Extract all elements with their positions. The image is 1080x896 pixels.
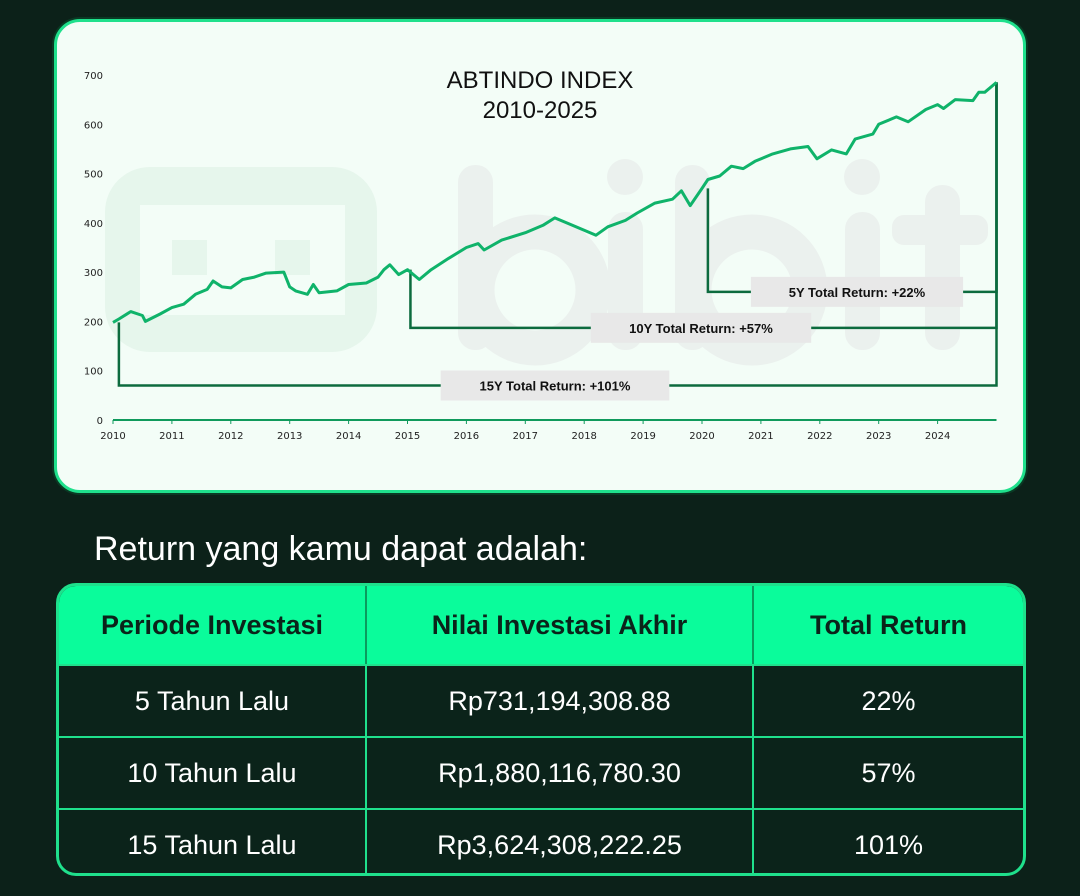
annotation-label-box <box>750 276 964 307</box>
watermark-logo-eye <box>275 240 310 275</box>
watermark-letter-shape <box>892 215 988 245</box>
y-tick-label: 200 <box>84 317 103 328</box>
table-row: 5 Tahun Lalu Rp731,194,308.88 22% <box>59 664 1023 736</box>
x-tick-label: 2023 <box>866 431 891 442</box>
cell-return: 22% <box>752 666 1023 736</box>
x-tick-label: 2018 <box>571 431 596 442</box>
y-tick-label: 600 <box>84 120 103 131</box>
y-tick-label: 500 <box>84 170 103 181</box>
x-tick-label: 2019 <box>630 431 655 442</box>
watermark-logo-inner <box>140 205 345 315</box>
y-tick-label: 100 <box>84 367 103 378</box>
x-tick-label: 2013 <box>277 431 302 442</box>
cell-nilai: Rp1,880,116,780.30 <box>365 738 752 808</box>
x-tick-label: 2016 <box>454 431 479 442</box>
table-header-row: Periode Investasi Nilai Investasi Akhir … <box>59 586 1023 664</box>
watermark-letter-shape <box>459 214 611 366</box>
cell-nilai: Rp731,194,308.88 <box>365 666 752 736</box>
x-tick-label: 2024 <box>925 431 950 442</box>
watermark-letter-shape <box>844 159 880 195</box>
table-row: 10 Tahun Lalu Rp1,880,116,780.30 57% <box>59 736 1023 808</box>
chart-title: ABTINDO INDEX <box>447 67 634 94</box>
annotation-label-box <box>440 370 670 401</box>
annotation-label-box <box>590 312 812 343</box>
cell-periode: 10 Tahun Lalu <box>127 757 297 788</box>
annotation-label: 15Y Total Return: +101% <box>480 379 631 394</box>
return-heading: Return yang kamu dapat adalah: <box>94 530 588 568</box>
y-tick-label: 700 <box>84 71 103 82</box>
annotation-label: 5Y Total Return: +22% <box>789 285 926 300</box>
watermark-letter-shape <box>925 185 960 350</box>
y-tick-label: 300 <box>84 268 103 279</box>
header-nilai: Nilai Investasi Akhir <box>365 586 752 664</box>
table-row: 15 Tahun Lalu Rp3,624,308,222.25 101% <box>59 808 1023 873</box>
chart-subtitle: 2010-2025 <box>483 97 598 124</box>
cell-return: 57% <box>752 738 1023 808</box>
cell-nilai: Rp3,624,308,222.25 <box>365 810 752 873</box>
x-tick-label: 2014 <box>336 431 361 442</box>
x-tick-label: 2010 <box>100 431 125 442</box>
header-total-return: Total Return <box>752 586 1023 664</box>
x-tick-label: 2021 <box>748 431 773 442</box>
watermark-logo-eye <box>172 240 207 275</box>
cell-return: 101% <box>752 810 1023 873</box>
y-tick-label: 0 <box>97 416 103 427</box>
y-tick-label: 400 <box>84 219 103 230</box>
abtindo-index-chart: ABTINDO INDEX 2010-2025 0 100 200 300 400 500 60… <box>84 67 998 442</box>
x-tick-label: 2012 <box>218 431 243 442</box>
x-tick-label: 2020 <box>689 431 714 442</box>
x-tick-label: 2022 <box>807 431 832 442</box>
x-tick-label: 2015 <box>395 431 420 442</box>
header-periode: Periode Investasi <box>100 609 324 640</box>
x-tick-label: 2011 <box>159 431 184 442</box>
watermark-letter-shape <box>607 159 643 195</box>
return-table: Periode Investasi Nilai Investasi Akhir … <box>56 583 1026 876</box>
chart-card: ABTINDO INDEX 2010-2025 0 100 200 300 400 500 60… <box>54 19 1026 493</box>
x-tick-label: 2017 <box>513 431 538 442</box>
annotation-label: 10Y Total Return: +57% <box>629 321 773 336</box>
cell-periode: 15 Tahun Lalu <box>127 829 297 860</box>
cell-periode: 5 Tahun Lalu <box>134 685 290 716</box>
